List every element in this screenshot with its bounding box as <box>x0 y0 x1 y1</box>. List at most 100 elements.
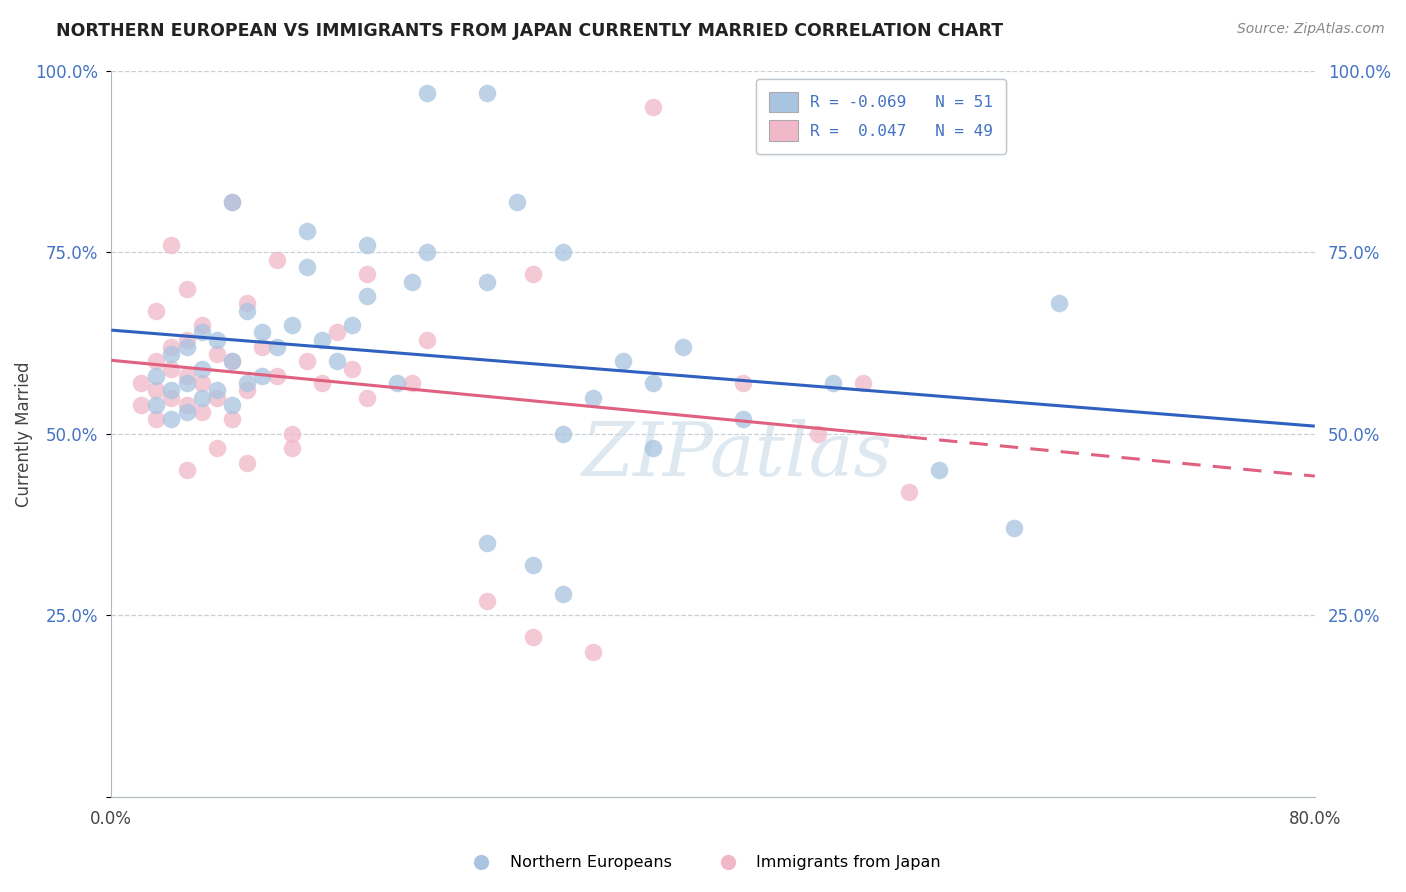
Legend: Northern Europeans, Immigrants from Japan: Northern Europeans, Immigrants from Japa… <box>458 849 948 877</box>
Point <box>205 384 228 398</box>
Point <box>190 318 212 332</box>
Point <box>852 376 875 390</box>
Point <box>582 645 605 659</box>
Point <box>250 340 273 354</box>
Point <box>235 376 257 390</box>
Point <box>205 347 228 361</box>
Point <box>522 558 544 572</box>
Point <box>733 412 755 426</box>
Point <box>221 412 243 426</box>
Point <box>266 252 288 267</box>
Point <box>612 354 634 368</box>
Point <box>416 245 439 260</box>
Point <box>326 326 349 340</box>
Point <box>641 442 664 456</box>
Point <box>235 384 257 398</box>
Point <box>340 318 363 332</box>
Point <box>160 347 183 361</box>
Point <box>522 630 544 644</box>
Point <box>190 361 212 376</box>
Point <box>641 376 664 390</box>
Point <box>221 354 243 368</box>
Point <box>176 368 198 383</box>
Point <box>401 376 423 390</box>
Point <box>235 456 257 470</box>
Point <box>385 376 408 390</box>
Point <box>295 354 318 368</box>
Point <box>221 398 243 412</box>
Text: NORTHERN EUROPEAN VS IMMIGRANTS FROM JAPAN CURRENTLY MARRIED CORRELATION CHART: NORTHERN EUROPEAN VS IMMIGRANTS FROM JAP… <box>56 22 1004 40</box>
Point <box>295 260 318 274</box>
Point <box>266 368 288 383</box>
Point <box>205 333 228 347</box>
Point <box>551 586 574 600</box>
Point <box>250 368 273 383</box>
Point <box>160 412 183 426</box>
Point <box>356 267 378 281</box>
Point <box>551 245 574 260</box>
Point <box>477 275 499 289</box>
Point <box>551 426 574 441</box>
Text: ZIPatlas: ZIPatlas <box>582 419 893 491</box>
Point <box>160 391 183 405</box>
Point <box>823 376 845 390</box>
Point <box>356 391 378 405</box>
Point <box>250 326 273 340</box>
Point <box>205 391 228 405</box>
Point <box>145 354 167 368</box>
Point <box>131 398 153 412</box>
Point <box>235 303 257 318</box>
Point <box>221 194 243 209</box>
Point <box>160 384 183 398</box>
Point <box>295 224 318 238</box>
Point <box>326 354 349 368</box>
Point <box>176 398 198 412</box>
Point <box>190 405 212 419</box>
Point <box>221 354 243 368</box>
Point <box>807 426 830 441</box>
Text: Source: ZipAtlas.com: Source: ZipAtlas.com <box>1237 22 1385 37</box>
Point <box>235 296 257 310</box>
Point <box>1002 521 1025 535</box>
Point <box>356 238 378 252</box>
Point <box>416 86 439 100</box>
Point <box>281 426 304 441</box>
Point <box>190 376 212 390</box>
Point <box>190 326 212 340</box>
Point <box>145 368 167 383</box>
Point <box>176 340 198 354</box>
Point <box>281 442 304 456</box>
Point <box>416 333 439 347</box>
Point <box>160 238 183 252</box>
Point <box>221 194 243 209</box>
Point <box>522 267 544 281</box>
Point <box>176 282 198 296</box>
Point <box>145 412 167 426</box>
Point <box>506 194 529 209</box>
Point <box>672 340 695 354</box>
Point <box>160 361 183 376</box>
Point <box>266 340 288 354</box>
Point <box>477 86 499 100</box>
Point <box>145 303 167 318</box>
Point <box>401 275 423 289</box>
Point <box>145 398 167 412</box>
Point <box>582 391 605 405</box>
Point <box>281 318 304 332</box>
Point <box>145 384 167 398</box>
Point <box>340 361 363 376</box>
Point <box>160 340 183 354</box>
Point <box>205 442 228 456</box>
Point <box>733 376 755 390</box>
Point <box>928 463 950 477</box>
Point <box>190 391 212 405</box>
Point <box>176 463 198 477</box>
Point <box>897 485 920 500</box>
Legend: R = -0.069   N = 51, R =  0.047   N = 49: R = -0.069 N = 51, R = 0.047 N = 49 <box>756 79 1005 153</box>
Point <box>176 405 198 419</box>
Point <box>477 594 499 608</box>
Point <box>477 535 499 549</box>
Point <box>311 333 333 347</box>
Point <box>641 100 664 114</box>
Point <box>176 376 198 390</box>
